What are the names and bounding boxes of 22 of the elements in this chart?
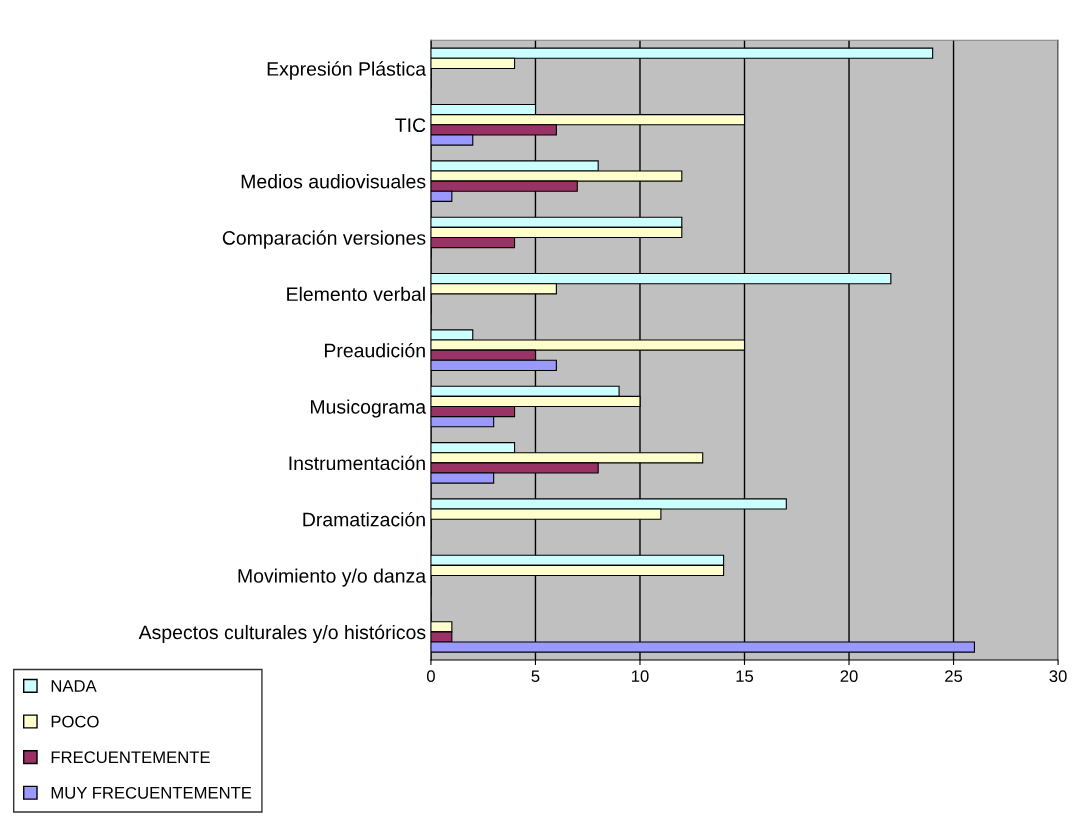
y-tick-label: TIC bbox=[395, 118, 426, 133]
y-tick-label: Elemento verbal bbox=[287, 286, 425, 302]
x-tick-label: 20 bbox=[840, 670, 858, 683]
x-tick-label: 0 bbox=[426, 670, 435, 683]
y-tick-label: Dramatización bbox=[303, 511, 425, 527]
y-tick-label: Expresión Plástica bbox=[267, 61, 427, 80]
x-tick-label: 15 bbox=[736, 670, 754, 683]
legend-label: POCO bbox=[51, 715, 99, 728]
y-tick-label: Comparación versiones bbox=[222, 230, 426, 249]
legend-label: NADA bbox=[51, 680, 97, 692]
y-tick-label: Instrumentación bbox=[289, 455, 425, 471]
legend-label: MUY FRECUENTEMENTE bbox=[51, 786, 252, 799]
x-tick-label: 30 bbox=[1049, 670, 1067, 683]
legend-label: FRECUENTEMENTE bbox=[51, 751, 210, 764]
y-tick-label: Musicograma bbox=[310, 399, 427, 418]
x-tick-label: 25 bbox=[945, 670, 963, 683]
x-tick-label: 10 bbox=[631, 670, 649, 683]
y-tick-label: Movimiento y/o danza bbox=[238, 568, 427, 587]
y-tick-label: Aspectos culturales y/o históricos bbox=[138, 624, 426, 644]
y-tick-label: Preaudición bbox=[324, 342, 425, 358]
y-tick-label: Medios audiovisuales bbox=[241, 174, 426, 189]
x-tick-label: 5 bbox=[531, 670, 540, 683]
